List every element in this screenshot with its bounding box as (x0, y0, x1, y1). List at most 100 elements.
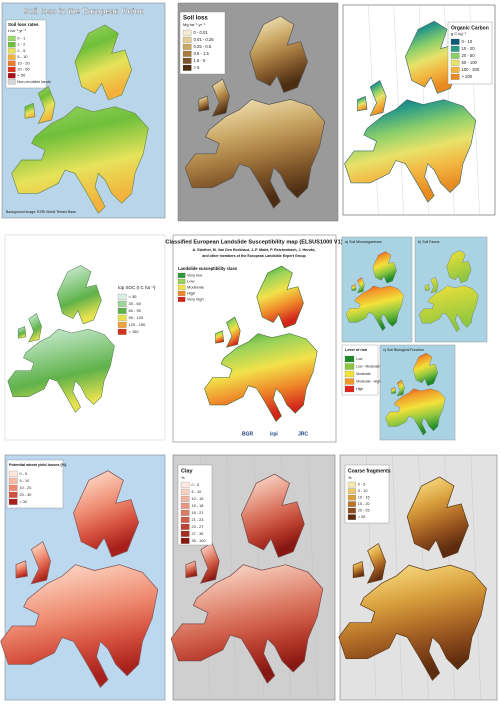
legend-swatch (347, 507, 356, 514)
legend-label: 0 - 0.01 (194, 30, 209, 35)
legend-swatch (180, 509, 190, 516)
legend-label: Non-erodible lands (17, 79, 51, 84)
legend-label: 0 - 5 (358, 483, 366, 487)
legend-swatch (180, 530, 190, 537)
legend-swatch (7, 42, 16, 48)
label: % (348, 475, 352, 480)
legend-swatch (180, 502, 190, 509)
legend-swatch (182, 64, 192, 71)
legend-label: 20 - 50 (17, 67, 30, 72)
legend-label: 60 - 90 (129, 308, 142, 313)
legend-label: 10 - 20 (20, 486, 32, 490)
legend-label: 15 - 20 (358, 502, 370, 506)
legend-label: < 30 (129, 294, 138, 299)
legend-label: 100 - 200 (462, 67, 480, 72)
legend-swatch (450, 59, 460, 66)
legend-label: 0 - 1 (17, 36, 26, 41)
label: % (181, 475, 185, 480)
legend-swatch (450, 38, 460, 45)
legend-box (344, 464, 390, 524)
legend-swatch (7, 73, 16, 79)
legend-label: 2 - 5 (17, 48, 26, 53)
legend-label: 0 - 5 (20, 472, 28, 476)
legend-label: 5 - 10 (17, 54, 28, 59)
legend-swatch (180, 481, 190, 488)
legend-swatch (347, 494, 356, 501)
legend-swatch (117, 307, 127, 314)
legend-swatch (344, 385, 355, 393)
label: A. Günther, M. Van Den Eeckhaut, J.-P. M… (192, 248, 315, 252)
legend-swatch (8, 484, 18, 491)
legend-label: 20 - 30 (20, 493, 32, 497)
legend-swatch (180, 523, 190, 530)
legend-label: > 30 (20, 500, 28, 504)
label: irpi (270, 431, 278, 437)
legend-swatch (8, 498, 18, 505)
label: Soil loss rates (8, 22, 39, 27)
legend-label: 5 - 10 (20, 479, 30, 483)
legend-label: 30 - 60 (129, 301, 142, 306)
legend-label: Low - Moderate (356, 364, 380, 368)
legend-label: Moderate - High (356, 379, 380, 383)
legend-label: 10 - 20 (462, 46, 476, 51)
legend-label: Moderate (187, 284, 205, 289)
legend-label: 10 - 15 (358, 496, 370, 500)
label: Coarse fragments (348, 468, 391, 474)
legend-label: 10 - 15 (192, 497, 204, 501)
legend-swatch (180, 488, 190, 495)
legend-label: 50 - 100 (462, 60, 478, 65)
label: Soil loss (183, 16, 208, 22)
legend-label: 0.25 - 0.5 (194, 44, 212, 49)
legend-label: 20 - 25 (358, 509, 370, 513)
legend-swatch (117, 314, 127, 321)
legend-swatch (177, 290, 186, 296)
legend-label: 5 - 10 (192, 490, 202, 494)
legend-swatch (8, 470, 18, 477)
label: Level of risk (345, 348, 368, 352)
legend-swatch (8, 477, 18, 484)
label: Soil loss in the European Union (24, 7, 145, 16)
legend-label: Moderate (356, 372, 370, 376)
legend-swatch (182, 43, 192, 50)
legend-label: 0.5 - 1.5 (194, 51, 210, 56)
legend-swatch (7, 79, 16, 85)
legend-label: 1 - 2 (17, 42, 26, 47)
legend-label: > 25 (358, 515, 366, 519)
legend-label: 120 - 150 (129, 322, 147, 327)
legend-label: 5 - 10 (358, 489, 368, 493)
legend-swatch (177, 296, 186, 302)
legend-swatch (450, 66, 460, 73)
legend-swatch (450, 73, 460, 80)
legend-swatch (344, 378, 355, 385)
label: and other members of the European Landsl… (202, 254, 306, 258)
legend-swatch (177, 284, 186, 290)
label: BGR (242, 431, 254, 437)
legend-label: > 200 (462, 74, 473, 79)
legend-label: High (187, 290, 195, 295)
label: b) Soil Fauna (418, 240, 439, 244)
label: Background image: ESRI World Terrain Bas… (6, 210, 76, 214)
legend-swatch (347, 501, 356, 507)
legend-swatch (7, 35, 16, 42)
legend-swatch (182, 36, 192, 43)
legend-label: 10 - 20 (17, 60, 30, 65)
legend-label: 27 - 35 (192, 532, 204, 536)
legend-label: 1.5 - 5 (194, 58, 207, 63)
legend-label: Very high (187, 296, 204, 301)
label: Landslide susceptibility class (178, 266, 238, 271)
legend-swatch (7, 48, 16, 54)
legend-label: > 50 (17, 73, 26, 78)
legend-swatch (177, 278, 186, 284)
legend-swatch (7, 60, 16, 66)
legend-swatch (117, 293, 127, 300)
legend-swatch (7, 54, 16, 60)
legend-label: > 5 (194, 65, 201, 70)
label: top SOC (t C ha⁻¹) (118, 285, 156, 290)
label: Mg ha⁻¹ yr⁻¹ (183, 22, 206, 27)
legend-label: 0 - 5 (192, 483, 200, 487)
legend-label: 90 - 120 (129, 315, 144, 320)
legend-swatch (450, 52, 460, 59)
legend-label: 0.01 - 0.25 (194, 37, 215, 42)
legend-label: 23 - 27 (192, 525, 204, 529)
